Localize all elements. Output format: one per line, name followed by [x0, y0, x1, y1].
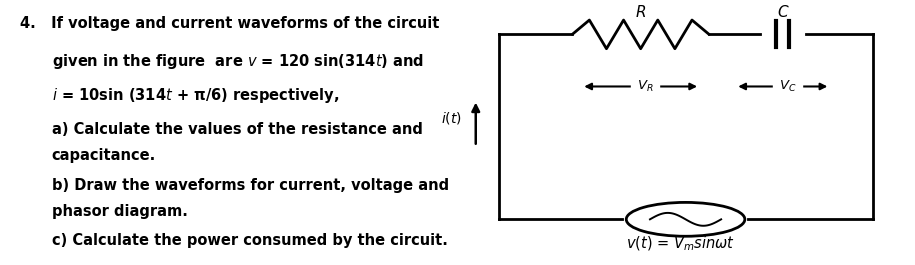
Text: given in the figure  are $v$ = 120 sin(314$t$) and: given in the figure are $v$ = 120 sin(31…: [51, 52, 424, 71]
Text: phasor diagram.: phasor diagram.: [51, 204, 188, 219]
Text: C: C: [778, 5, 788, 20]
Text: R: R: [635, 5, 646, 20]
Text: b) Draw the waveforms for current, voltage and: b) Draw the waveforms for current, volta…: [51, 178, 448, 193]
Text: capacitance.: capacitance.: [51, 148, 156, 163]
Text: $V_R$: $V_R$: [637, 79, 653, 94]
Text: $i$ = 10sin (314$t$ + π/6) respectively,: $i$ = 10sin (314$t$ + π/6) respectively,: [51, 86, 339, 105]
Text: a) Calculate the values of the resistance and: a) Calculate the values of the resistanc…: [51, 122, 423, 137]
Text: 4.   If voltage and current waveforms of the circuit: 4. If voltage and current waveforms of t…: [19, 16, 439, 32]
Text: c) Calculate the power consumed by the circuit.: c) Calculate the power consumed by the c…: [51, 233, 447, 248]
Text: $v(t)$ = $V_m$$\mathit{sin}$$\omega t$: $v(t)$ = $V_m$$\mathit{sin}$$\omega t$: [627, 235, 736, 253]
Text: $V_C$: $V_C$: [779, 79, 796, 94]
Text: $i(t)$: $i(t)$: [441, 110, 462, 126]
